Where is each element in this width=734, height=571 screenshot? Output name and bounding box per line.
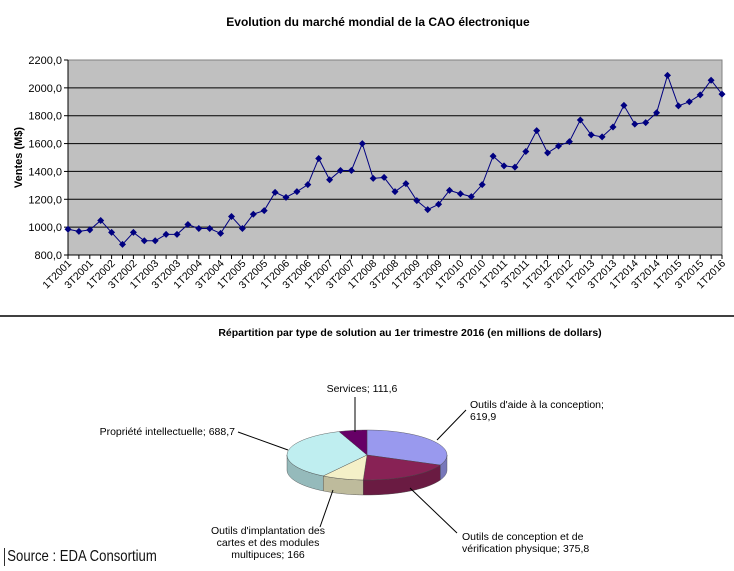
data-point: [500, 162, 508, 170]
data-point: [119, 240, 126, 248]
data-point: [86, 226, 94, 234]
y-tick-label: 1000,0: [28, 222, 62, 234]
data-point: [304, 181, 312, 189]
data-point: [609, 123, 617, 131]
pie-label: 619,9: [470, 411, 496, 423]
data-point: [576, 116, 584, 124]
pie-label: Outils d'aide à la conception;: [470, 399, 604, 411]
data-point: [315, 154, 323, 162]
data-point: [402, 180, 410, 188]
source-caption: Source : EDA Consortium: [4, 548, 157, 566]
pie-chart-title: Répartition par type de solution au 1er …: [218, 327, 601, 339]
data-point: [424, 206, 432, 214]
leader-line: [237, 431, 289, 451]
y-tick-label: 1400,0: [28, 166, 62, 178]
pie-label: vérification physique; 375,8: [462, 543, 589, 555]
line-chart-title: Evolution du marché mondial de la CAO él…: [226, 15, 530, 29]
pie-label: Services; 111,6: [327, 383, 398, 395]
data-point: [456, 190, 464, 198]
pie-label: Outils d'implantation des: [211, 525, 325, 537]
data-point: [685, 98, 693, 106]
data-point: [533, 127, 541, 135]
y-axis-label: Ventes (M$): [13, 127, 25, 188]
data-point: [565, 138, 573, 146]
data-point: [282, 193, 290, 201]
data-point: [718, 90, 726, 98]
data-point: [369, 174, 377, 182]
data-point: [195, 225, 203, 233]
data-point: [151, 237, 159, 245]
pie-chart: Outils d'aide à la conception;619,9 Outil…: [100, 383, 604, 561]
line-chart: 800,0 1000,0 1200,0 1400,0 1600,0 1800,0 2000,…: [13, 55, 728, 291]
data-point: [555, 142, 562, 150]
data-point: [249, 210, 257, 218]
leader-line: [319, 489, 334, 528]
data-point: [97, 216, 105, 224]
data-point: [162, 230, 170, 238]
pie-slice: [366, 429, 448, 466]
data-point: [140, 237, 148, 245]
data-point: [293, 188, 301, 196]
data-point: [544, 149, 552, 157]
data-point: [674, 102, 682, 110]
data-point: [653, 109, 661, 117]
data-point: [696, 91, 704, 99]
data-point: [238, 225, 246, 233]
data-point: [206, 225, 214, 233]
data-point: [337, 166, 344, 174]
y-tick-label: 1600,0: [28, 139, 62, 151]
data-point: [446, 186, 453, 194]
pie-slice: [363, 454, 441, 481]
pie-slice: [286, 431, 368, 477]
data-point: [620, 101, 628, 109]
pie-slice: [338, 429, 368, 456]
data-point: [435, 200, 443, 208]
data-point: [707, 76, 715, 84]
data-point: [64, 225, 72, 233]
data-point: [598, 133, 606, 141]
data-point: [75, 227, 83, 235]
data-point: [511, 163, 519, 171]
data-point: [631, 120, 639, 128]
data-point: [326, 176, 334, 184]
data-point: [642, 119, 650, 127]
data-point: [260, 207, 268, 215]
y-tick-label: 800,0: [34, 250, 62, 262]
data-point: [467, 193, 475, 201]
data-point: [228, 213, 235, 221]
pie-label: Outils de conception et de: [462, 531, 584, 543]
pie-label: multipuces; 166: [231, 549, 305, 561]
pie-slice: [322, 454, 368, 481]
data-point: [413, 197, 421, 205]
data-point: [380, 173, 388, 181]
data-point: [478, 181, 486, 189]
leader-line: [409, 487, 458, 534]
y-tick-label: 2000,0: [28, 83, 62, 95]
data-point: [522, 148, 530, 156]
data-point: [108, 228, 116, 236]
pie-label: cartes et des modules: [217, 537, 320, 549]
data-point: [489, 152, 497, 160]
data-point: [173, 230, 181, 238]
data-point: [391, 188, 399, 196]
plot-area: [67, 59, 723, 256]
leader-line: [436, 409, 467, 441]
data-point: [184, 220, 192, 228]
y-tick-label: 2200,0: [28, 55, 62, 67]
y-tick-label: 1800,0: [28, 111, 62, 123]
data-point: [358, 140, 366, 148]
data-point: [587, 131, 595, 139]
data-point: [217, 229, 225, 237]
data-point: [271, 188, 279, 196]
data-point: [347, 166, 355, 174]
data-point: [129, 228, 137, 236]
data-point: [664, 71, 671, 79]
pie-label: Propriété intellectuelle; 688,7: [100, 426, 236, 438]
y-tick-label: 1200,0: [28, 194, 62, 206]
